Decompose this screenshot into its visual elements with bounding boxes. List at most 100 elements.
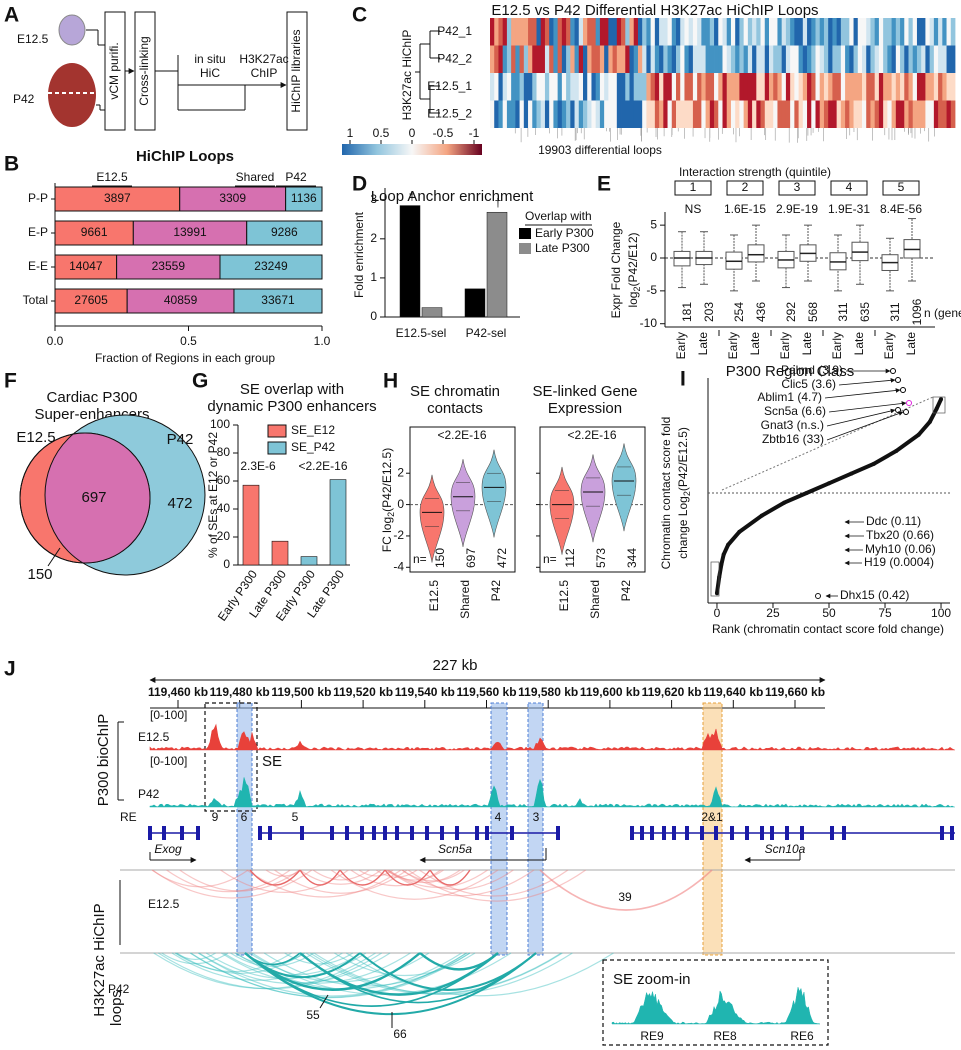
heatmap-cell [819, 18, 825, 46]
gene-point [903, 409, 909, 415]
heatmap-cell [612, 73, 618, 101]
bar-segment [246, 220, 323, 246]
heatmap-cell [781, 45, 787, 73]
heatmap-cell [515, 100, 520, 128]
heatmap-cell [646, 100, 652, 128]
heatmap-cell [532, 45, 537, 73]
exon [258, 826, 262, 840]
x-tick-label: Early [778, 332, 792, 359]
heatmap-cell [840, 73, 846, 101]
loop-arc [220, 869, 349, 893]
chart-title: HiChIP Loops [136, 148, 234, 165]
x-tick-label: P42 [489, 580, 503, 602]
legend-label: Late P300 [535, 241, 590, 255]
bar-segment [54, 254, 118, 280]
x-tick-label: Early [830, 332, 844, 359]
heatmap-cell [773, 73, 778, 101]
loop-arc [375, 869, 418, 878]
coordinate-label: 119,560 kb [456, 685, 516, 699]
violin [450, 459, 476, 547]
heatmap-cell [735, 18, 740, 46]
heatmap-cell [646, 73, 652, 101]
n-label: 150 [433, 548, 447, 568]
heatmap-cell [836, 45, 842, 73]
axis-label: log2(P42/E12) [626, 232, 642, 307]
axis-label: Fraction of Regions in each group [95, 351, 275, 365]
exon [455, 826, 459, 840]
heatmap-cell [849, 73, 854, 101]
heatmap-cell [781, 100, 787, 128]
exon [842, 826, 846, 840]
heatmap-cell [637, 45, 643, 73]
p-value: 8.4E-56 [880, 202, 922, 216]
p-value: 1.6E-15 [724, 202, 766, 216]
heatmap-cell [692, 45, 698, 73]
loop-arc [358, 869, 394, 877]
loop-arc [175, 952, 216, 961]
panel-label: F [4, 370, 17, 393]
gene-label: H19 (0.0004) [864, 555, 934, 569]
label-part: 2 [632, 287, 642, 292]
heatmap-cell [802, 100, 808, 128]
loop-arc [299, 869, 341, 886]
heatmap-cell [840, 18, 846, 46]
gene-point [890, 368, 896, 374]
chart-title: Interaction strength (quintile) [679, 165, 831, 179]
point [782, 500, 787, 505]
bar [421, 307, 443, 318]
coordinate-label: 119,480 kb [210, 685, 270, 699]
heatmap-cell [756, 45, 761, 73]
heatmap-cell [925, 45, 931, 73]
heatmap-cell [874, 18, 880, 46]
point [721, 552, 726, 557]
heatmap-cell [819, 73, 825, 101]
p-value: <2.2E-16 [567, 428, 616, 442]
heatmap-cell [747, 45, 753, 73]
y-tick-label: -2 [393, 528, 404, 542]
step-label: HiC [200, 66, 220, 80]
heatmap-cell [790, 45, 795, 73]
colorbar-tick-label: 1 [347, 126, 354, 140]
heatmap-cell [807, 100, 812, 128]
heatmap-cell [671, 73, 677, 101]
heatmap-cell [933, 45, 939, 73]
heatmap-cell [815, 18, 821, 46]
heatmap-cell [798, 100, 804, 128]
heatmap-cell [604, 45, 609, 73]
heatmap-cell [781, 18, 787, 46]
heatmap-cell [823, 18, 829, 46]
value-label: 40859 [164, 293, 198, 307]
exon [745, 826, 749, 840]
label-part: (P42/E12) [626, 232, 640, 286]
panel-label: G [192, 370, 208, 393]
heatmap-cell [625, 45, 630, 73]
heatmap-cell [490, 73, 495, 101]
x-tick-label: 25 [766, 606, 780, 620]
chart-title: Cardiac P300 [47, 389, 138, 406]
loop-arc [359, 952, 537, 991]
point [804, 491, 809, 495]
stage-label: P42 [13, 92, 35, 106]
heatmap-cell [511, 73, 516, 101]
heatmap-cell [722, 18, 728, 46]
heatmap-cell [891, 100, 897, 128]
heatmap-cell [823, 45, 829, 73]
heatmap-cell [701, 18, 706, 46]
heatmap-cell [747, 18, 753, 46]
y-tick-label: 5 [650, 217, 657, 231]
exon [556, 826, 560, 840]
y-tick-label: 20 [217, 529, 231, 543]
gene-point [815, 593, 821, 599]
heatmap-cell [777, 73, 783, 101]
heatmap-cell [722, 45, 728, 73]
heatmap-cell [709, 18, 715, 46]
heatmap-cell [807, 45, 812, 73]
heatmap-cell [773, 100, 778, 128]
loop-count: 55 [306, 1008, 320, 1022]
heatmap-cell [714, 18, 719, 46]
heatmap-cell [544, 100, 550, 128]
legend-swatch [519, 243, 531, 254]
heatmap-cell [557, 18, 563, 46]
heatmap-cell [845, 18, 850, 46]
heatmap-cell [904, 18, 909, 46]
